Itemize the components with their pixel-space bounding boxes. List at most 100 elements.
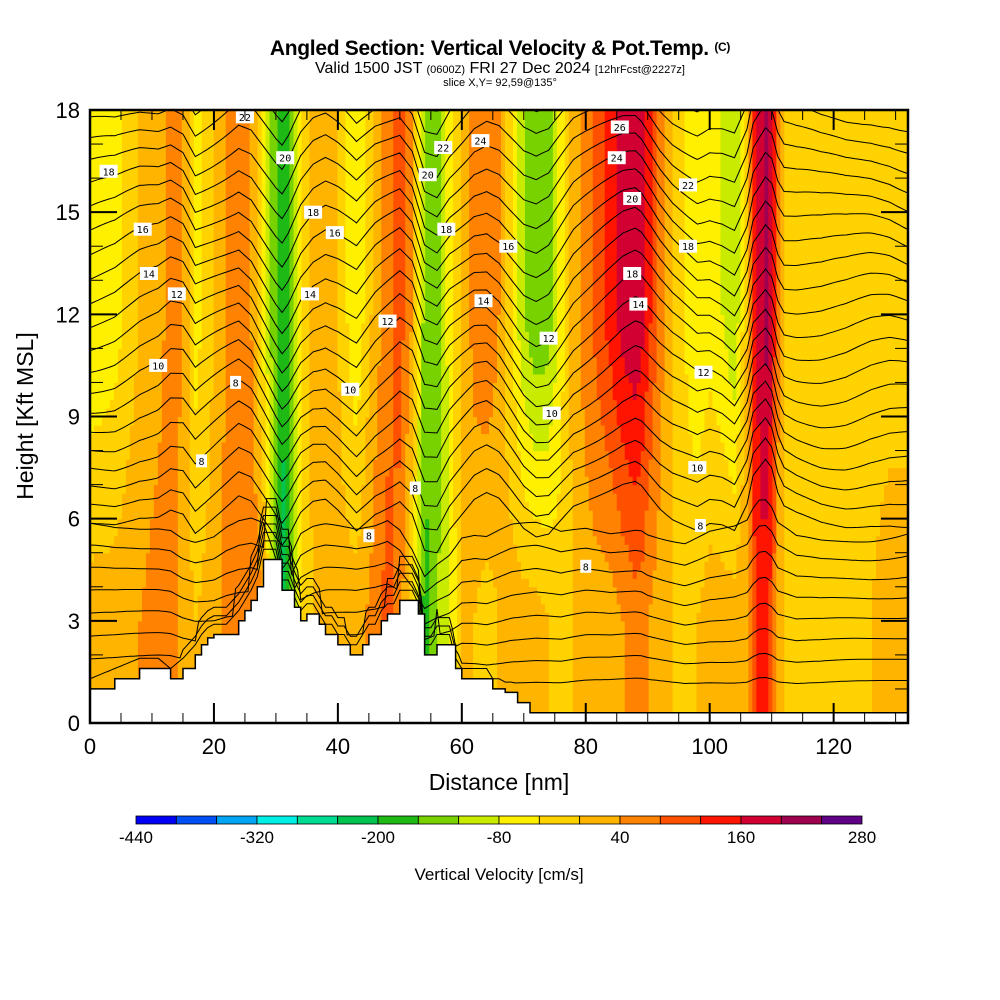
velocity-cell	[872, 110, 877, 579]
velocity-cell	[421, 110, 426, 324]
velocity-cell	[596, 399, 602, 545]
theta-contour-line	[90, 320, 908, 410]
contour-label-bg	[276, 151, 295, 165]
colorbar-swatch	[135, 815, 177, 825]
velocity-cell	[93, 425, 99, 554]
velocity-cell	[700, 586, 706, 723]
velocity-cell	[604, 450, 610, 562]
velocity-cell	[524, 416, 530, 503]
x-tick-label: 100	[691, 734, 728, 759]
velocity-cell	[768, 578, 773, 723]
velocity-cell	[724, 110, 730, 349]
velocity-cell	[93, 110, 99, 426]
velocity-cell	[640, 450, 646, 562]
x-tick-label: 120	[815, 734, 852, 759]
theta-contour-line	[90, 295, 908, 393]
velocity-cell	[876, 535, 881, 723]
velocity-cell	[636, 476, 642, 571]
velocity-cell	[732, 578, 738, 723]
terrain-profile	[90, 558, 908, 723]
velocity-cell	[377, 110, 382, 367]
velocity-cell	[776, 110, 781, 443]
velocity-cell	[540, 110, 546, 375]
velocity-cell	[604, 339, 610, 452]
velocity-cell	[548, 331, 554, 426]
velocity-cell	[249, 110, 255, 341]
velocity-cell	[353, 425, 358, 554]
velocity-cell	[433, 110, 438, 723]
contour-label-bg	[679, 178, 697, 192]
velocity-cell	[520, 484, 526, 579]
velocity-cell	[181, 110, 187, 723]
velocity-cell	[508, 110, 514, 520]
colorbar-swatch	[659, 815, 702, 825]
velocity-cell	[117, 110, 123, 349]
velocity-cell	[245, 110, 251, 622]
velocity-cell	[728, 382, 734, 477]
velocity-cell	[493, 110, 498, 384]
contour-label: 22	[434, 141, 453, 155]
velocity-cell	[101, 552, 107, 723]
velocity-cell	[117, 518, 123, 723]
velocity-cell	[712, 552, 718, 723]
velocity-cell	[357, 110, 362, 401]
forecast-info: [12hrFcst@2227z]	[594, 64, 685, 76]
contour-label-text: 10	[691, 464, 703, 475]
velocity-cell	[704, 110, 710, 409]
velocity-cell	[504, 459, 510, 723]
velocity-cell	[636, 110, 642, 384]
velocity-cell	[457, 110, 462, 723]
velocity-cell	[532, 518, 538, 588]
velocity-cell	[345, 518, 350, 723]
x-tick-label: 80	[574, 734, 598, 759]
velocity-cell	[624, 459, 630, 545]
contour-label-text: 14	[632, 300, 644, 311]
velocity-cell	[317, 110, 323, 723]
velocity-cell	[536, 450, 542, 520]
velocity-cell	[744, 110, 749, 349]
velocity-cell	[720, 314, 726, 443]
velocity-cell	[836, 110, 841, 723]
theta-contour-line	[90, 227, 908, 335]
contour-label: 8	[694, 519, 706, 533]
y-tick-label: 12	[56, 302, 80, 327]
velocity-cell	[109, 544, 115, 723]
y-tick-labels: 0 3 6 9 12 15 18	[56, 98, 80, 736]
velocity-cell	[740, 484, 745, 723]
velocity-cell	[764, 365, 769, 520]
velocity-cell	[421, 322, 426, 596]
contour-label: 10	[341, 382, 360, 396]
velocity-cell	[656, 110, 662, 511]
velocity-cell	[381, 110, 386, 571]
velocity-cell	[325, 110, 331, 723]
contour-label-text: 18	[307, 208, 319, 219]
velocity-cell	[109, 110, 115, 401]
contour-label: 26	[610, 120, 629, 134]
velocity-cell	[724, 569, 730, 723]
x-tick-label: 20	[202, 734, 226, 759]
velocity-cell	[720, 110, 726, 315]
contour-label-text: 18	[103, 167, 115, 178]
contour-label-text: 8	[697, 522, 703, 533]
x-tick-labels: 0 20 40 60 80 100 120	[84, 734, 852, 759]
velocity-cell	[473, 416, 478, 613]
velocity-cell	[373, 110, 378, 460]
contour-label: 20	[276, 151, 295, 165]
velocity-cell	[676, 110, 682, 723]
velocity-cell	[732, 399, 738, 494]
velocity-cell	[736, 110, 742, 324]
velocity-cell	[357, 399, 362, 537]
velocity-cell	[644, 390, 650, 511]
velocity-cell	[720, 442, 726, 562]
velocity-cell	[688, 110, 694, 435]
terrain	[90, 558, 908, 723]
valid-utc: (0600Z)	[426, 64, 466, 76]
velocity-cell	[465, 110, 470, 723]
contour-label-text: 10	[152, 361, 164, 372]
velocity-cell	[129, 425, 135, 723]
velocity-cell	[397, 467, 402, 723]
contour-label-bg	[542, 406, 561, 420]
velocity-cell	[552, 110, 558, 384]
velocity-cell	[712, 110, 718, 409]
contour-label-bg	[363, 529, 375, 543]
